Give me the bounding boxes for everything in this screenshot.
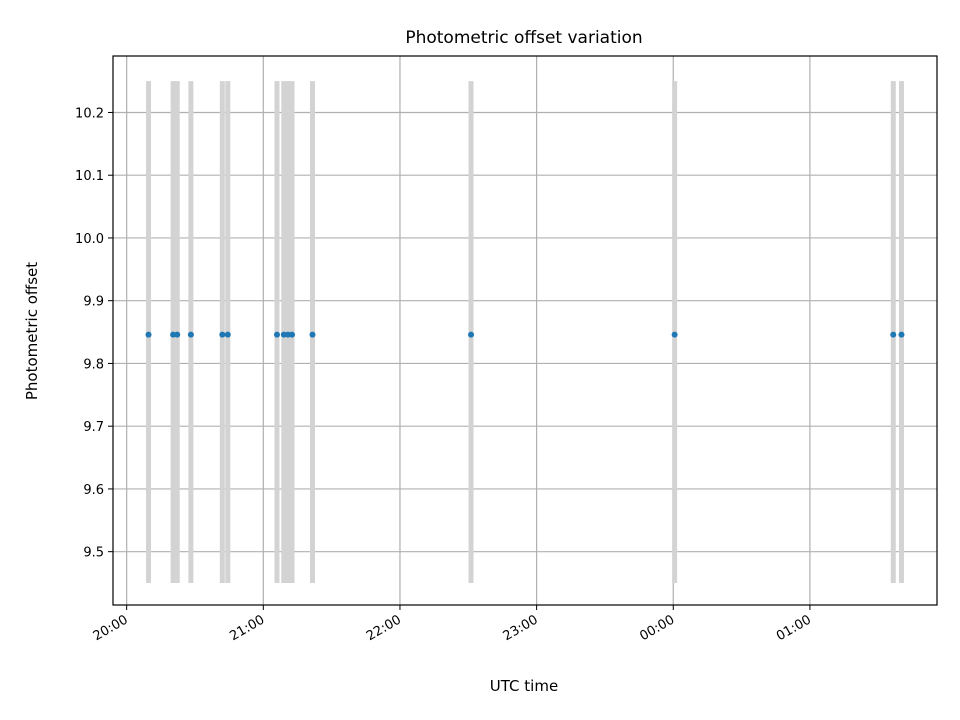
chart-title: Photometric offset variation (405, 28, 642, 48)
data-point (280, 331, 287, 338)
data-point (187, 331, 194, 338)
y-tick-label: 9.5 (83, 546, 104, 561)
data-point (170, 331, 177, 338)
data-point (898, 331, 905, 338)
y-tick-label: 9.9 (83, 295, 104, 310)
data-point (145, 331, 152, 338)
data-points (145, 331, 905, 338)
y-tick-label: 9.6 (83, 483, 104, 498)
y-tick-label: 9.8 (83, 357, 104, 372)
plot-frame (112, 55, 938, 606)
data-point (289, 331, 296, 338)
data-point (671, 331, 678, 338)
y-tick-label: 10.2 (75, 106, 104, 121)
data-point (219, 331, 226, 338)
data-point (273, 331, 280, 338)
x-axis-title: UTC time (490, 677, 558, 695)
y-tick-label: 9.7 (83, 420, 104, 435)
y-tick-label: 10.1 (75, 169, 104, 184)
y-axis-title: Photometric offset (23, 262, 41, 400)
data-point (284, 331, 291, 338)
data-point (468, 331, 475, 338)
data-point (224, 331, 231, 338)
y-tick-label: 10.0 (75, 232, 104, 247)
data-point (890, 331, 897, 338)
data-point (309, 331, 316, 338)
data-point (174, 331, 181, 338)
